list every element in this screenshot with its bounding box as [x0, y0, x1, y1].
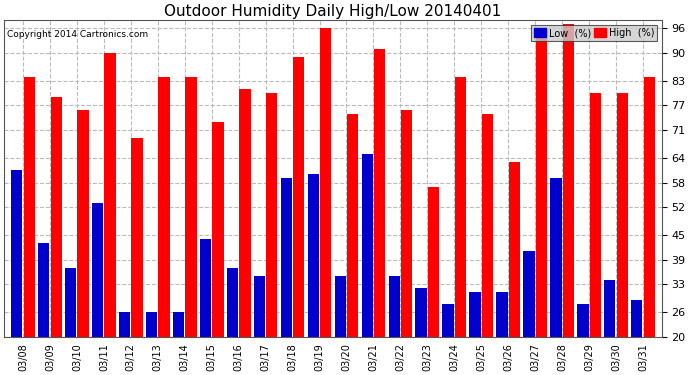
Bar [496, 292, 508, 337]
Bar [158, 77, 170, 337]
Bar [428, 187, 440, 337]
Bar [509, 162, 520, 337]
Bar [604, 280, 615, 337]
Bar [442, 304, 454, 337]
Bar [254, 276, 265, 337]
Bar [347, 114, 358, 337]
Bar [362, 154, 373, 337]
Bar [388, 276, 400, 337]
Legend: Low  (%), High  (%): Low (%), High (%) [531, 25, 657, 41]
Bar [186, 77, 197, 337]
Bar [535, 28, 547, 337]
Bar [131, 138, 143, 337]
Bar [200, 239, 211, 337]
Bar [617, 93, 628, 337]
Title: Outdoor Humidity Daily High/Low 20140401: Outdoor Humidity Daily High/Low 20140401 [164, 4, 502, 19]
Bar [401, 110, 412, 337]
Bar [482, 114, 493, 337]
Bar [469, 292, 481, 337]
Bar [266, 93, 277, 337]
Bar [415, 288, 427, 337]
Text: Copyright 2014 Cartronics.com: Copyright 2014 Cartronics.com [8, 30, 148, 39]
Bar [119, 312, 130, 337]
Bar [173, 312, 184, 337]
Bar [239, 89, 250, 337]
Bar [38, 243, 50, 337]
Bar [562, 24, 574, 337]
Bar [590, 93, 601, 337]
Bar [308, 174, 319, 337]
Bar [631, 300, 642, 337]
Bar [146, 312, 157, 337]
Bar [11, 170, 23, 337]
Bar [320, 28, 331, 337]
Bar [293, 57, 304, 337]
Bar [65, 268, 77, 337]
Bar [23, 77, 35, 337]
Bar [455, 77, 466, 337]
Bar [77, 110, 89, 337]
Bar [50, 98, 62, 337]
Bar [213, 122, 224, 337]
Bar [523, 252, 535, 337]
Bar [227, 268, 238, 337]
Bar [335, 276, 346, 337]
Bar [281, 178, 292, 337]
Bar [644, 77, 655, 337]
Bar [92, 203, 104, 337]
Bar [550, 178, 562, 337]
Bar [374, 49, 385, 337]
Bar [104, 53, 116, 337]
Bar [578, 304, 589, 337]
